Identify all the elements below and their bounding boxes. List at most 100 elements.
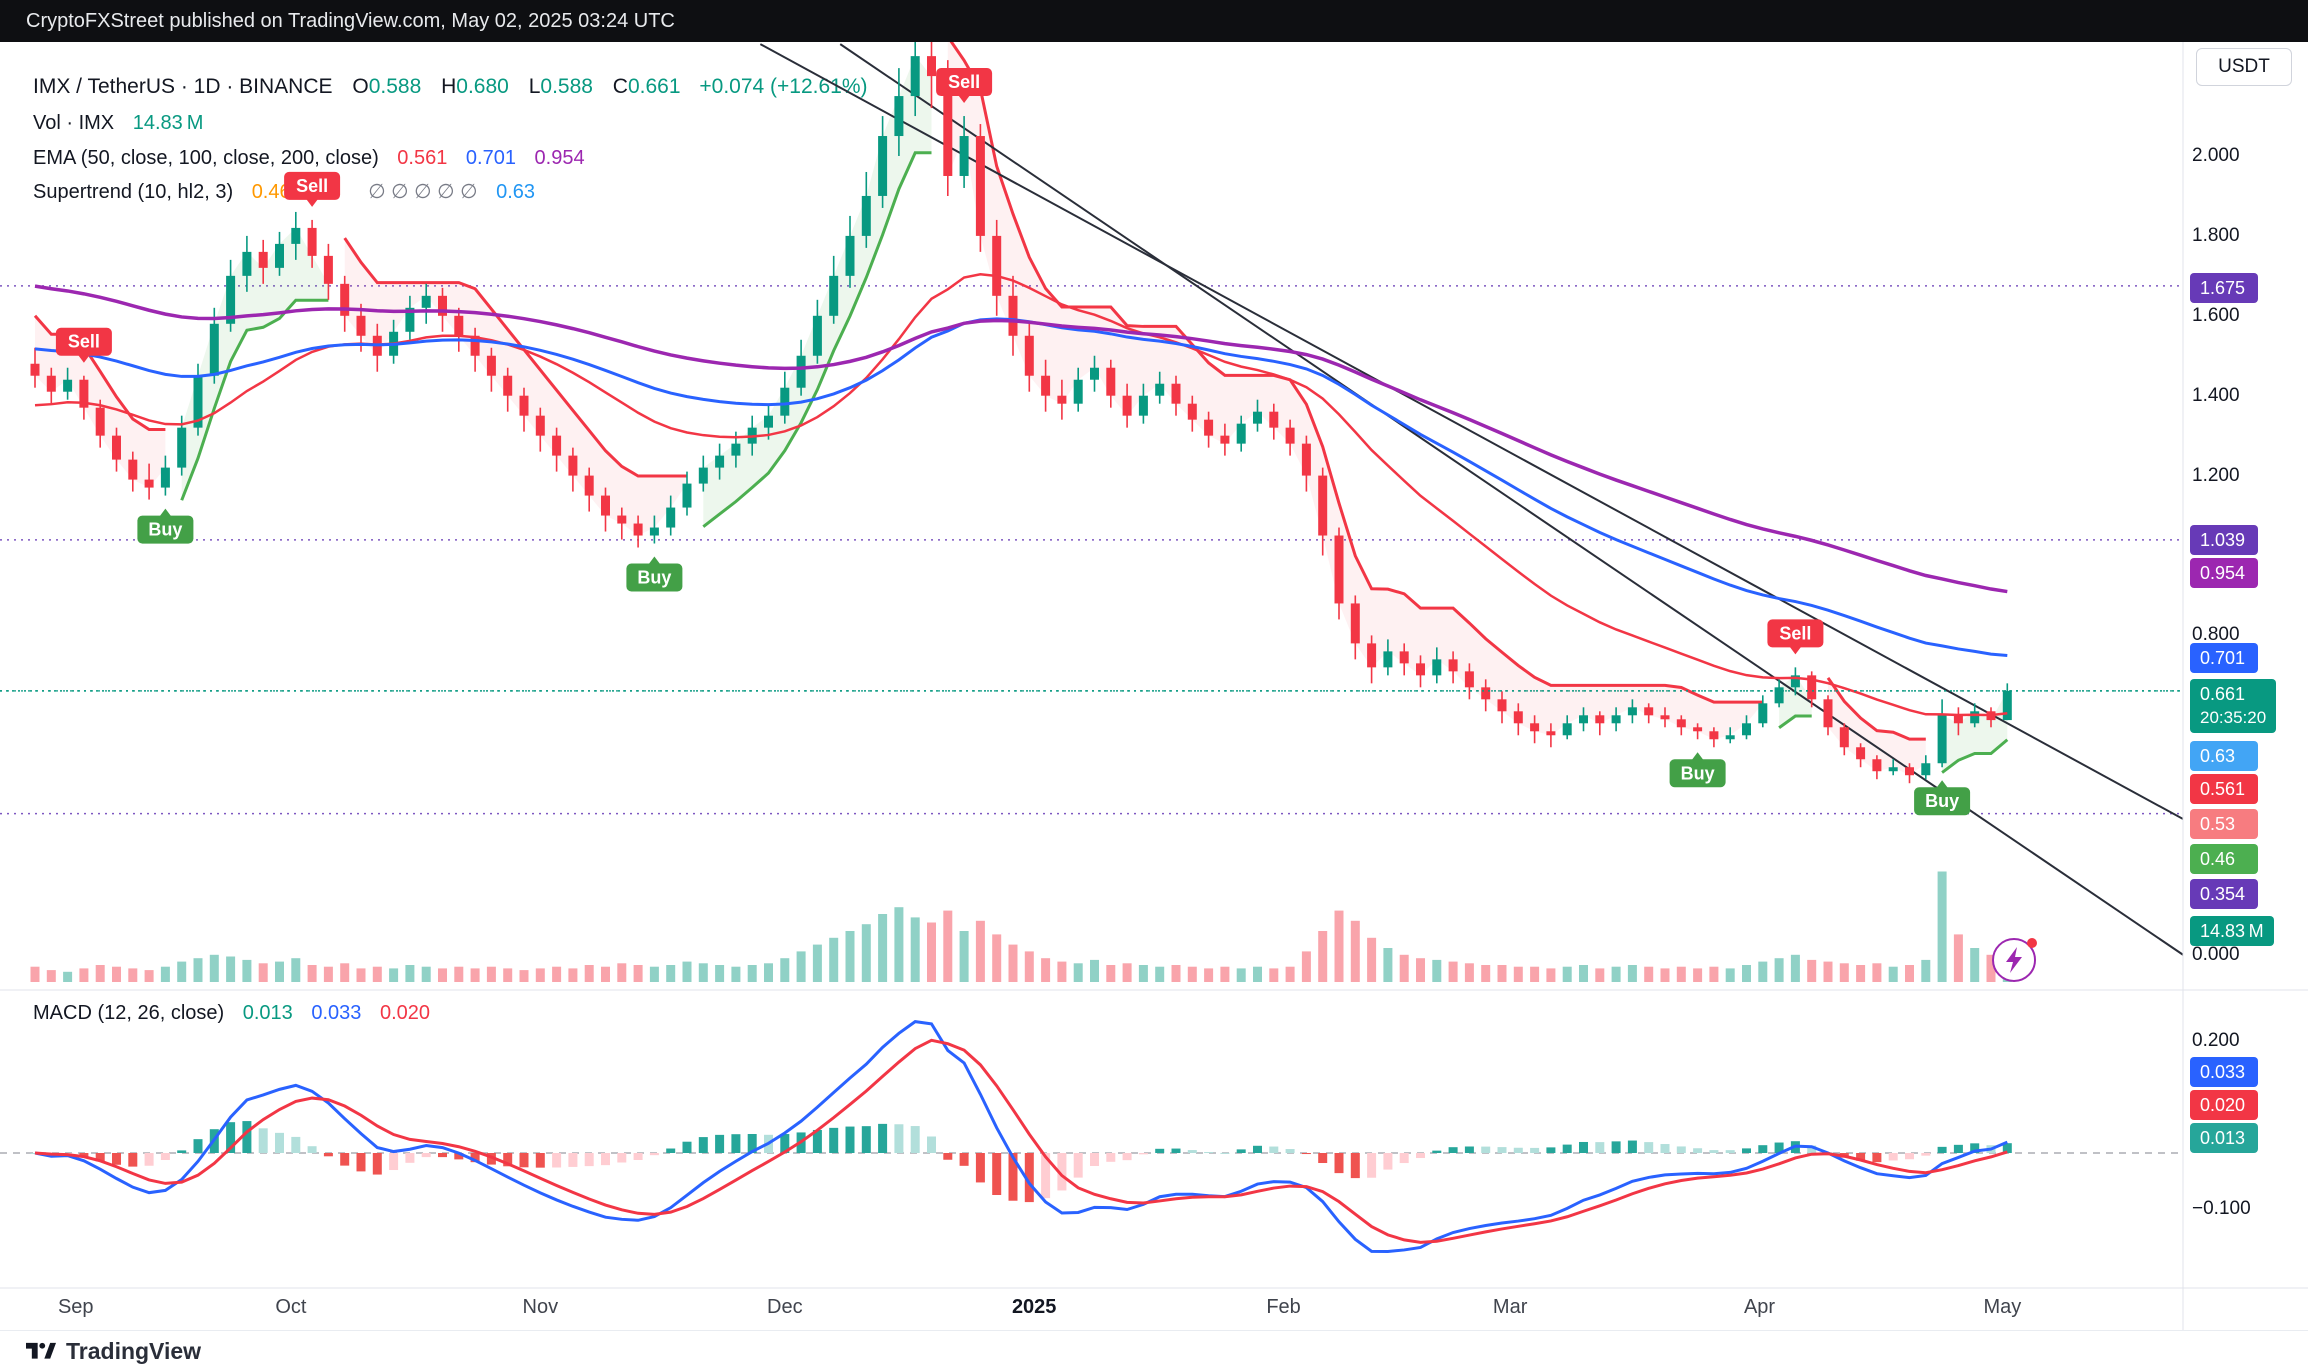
volume-bar (128, 968, 138, 982)
macd-legend-row[interactable]: MACD (12, 26, close) 0.013 0.033 0.020 (33, 1002, 430, 1025)
volume-bar (1921, 959, 1931, 982)
symbol-legend-row[interactable]: IMX / TetherUS · 1D · BINANCE O0.588 H0.… (33, 74, 868, 100)
volume-value: 14.83 M (132, 112, 204, 134)
trendline[interactable] (759, 43, 2183, 821)
change-value: +0.074 (+12.61%) (699, 75, 868, 98)
supertrend-line (343, 237, 687, 478)
volume-bar (747, 965, 757, 982)
candle-body (894, 96, 904, 137)
volume-bar (1546, 968, 1556, 982)
currency-unit-tab[interactable]: USDT (2196, 48, 2292, 86)
volume-bar (601, 966, 610, 982)
candle-body (519, 395, 529, 416)
volume-bar (160, 966, 170, 982)
macd-histogram-bar (177, 1150, 187, 1153)
volume-bar (829, 937, 839, 982)
candle-body (193, 375, 203, 428)
volume-bar (79, 968, 89, 982)
volume-bar (1905, 965, 1914, 982)
flash-button[interactable] (1992, 938, 2037, 982)
ema-line (34, 317, 2008, 658)
volume-bar (959, 931, 969, 982)
volume-bar (307, 965, 317, 982)
candle-body (438, 295, 447, 316)
candle-body (1823, 699, 1833, 728)
macd-histogram-bar (405, 1153, 415, 1163)
macd-histogram-bar (1416, 1153, 1425, 1159)
supertrend-fill (181, 227, 329, 501)
candle-body (764, 415, 773, 428)
volume-bar (193, 958, 203, 982)
supertrend-line (702, 151, 932, 528)
macd-line-value: 0.033 (311, 1002, 362, 1024)
macd-histogram-bar (698, 1137, 708, 1153)
macd-histogram-bar (535, 1153, 545, 1168)
candle-body (535, 415, 545, 436)
macd-histogram-bar (1595, 1142, 1605, 1153)
macd-histogram-bar (943, 1153, 953, 1160)
macd-histogram-bar (1073, 1153, 1083, 1178)
brand-name[interactable]: TradingView (66, 1338, 202, 1364)
time-axis[interactable]: Sep Oct Nov Dec 2025 Feb Mar Apr May (0, 1288, 2183, 1330)
macd-histogram-bar (1562, 1144, 1572, 1153)
price-badge: 0.63 (2190, 741, 2258, 771)
svg-text:Buy: Buy (1681, 763, 1715, 783)
candle-body (2002, 690, 2012, 721)
macd-histogram-bar (242, 1121, 252, 1153)
volume-bar (1106, 965, 1116, 982)
macd-histogram-bar (340, 1153, 350, 1166)
candle-body (992, 235, 1002, 296)
volume-bar (878, 914, 888, 982)
macd-histogram-bar (356, 1153, 366, 1172)
svg-text:Sell: Sell (296, 176, 328, 196)
volume-bar (1758, 961, 1768, 982)
scale-tick-label: 0.000 (2192, 944, 2240, 965)
candle-body (1807, 675, 1817, 700)
macd-histogram-bar (1725, 1150, 1735, 1153)
volume-bar (568, 968, 578, 982)
macd-histogram-bar (372, 1153, 382, 1175)
candle-body (1220, 435, 1230, 444)
candle-body (1562, 723, 1572, 736)
candle-body (1432, 659, 1442, 676)
macd-histogram-bar (1350, 1153, 1360, 1179)
price-scale[interactable]: USDT 2.000 1.800 1.600 1.400 1.200 0.800 0.000… (2183, 0, 2308, 1330)
candle-body (1464, 671, 1474, 688)
macd-histogram-bar (454, 1153, 464, 1160)
supertrend-value: 0.63 (496, 181, 536, 203)
time-tick-label: May (1983, 1296, 2022, 1318)
macd-histogram-bar (1220, 1152, 1230, 1154)
volume-bar (1611, 966, 1621, 982)
trendline[interactable] (839, 43, 2183, 956)
volume-legend-row[interactable]: Vol · IMX 14.83 M (33, 110, 203, 136)
macd-histogram-bar (193, 1139, 203, 1153)
macd-histogram-bar (1236, 1149, 1246, 1153)
ema-legend-row[interactable]: EMA (50, close, 100, close, 200, close) … (33, 145, 585, 171)
volume-bar (63, 971, 73, 982)
supertrend-legend-row[interactable]: Supertrend (10, hl2, 3) 0.46 ∅ ∅ ∅ ∅ ∅ 0… (33, 179, 535, 205)
candle-body (95, 407, 105, 436)
macd-histogram-bar (992, 1153, 1002, 1196)
macd-histogram-bar (486, 1153, 496, 1165)
price-badge: 0.701 (2190, 643, 2258, 673)
high-value: 0.680 (456, 75, 509, 98)
candle-body (1187, 403, 1197, 420)
volume-bar (1073, 963, 1083, 982)
macd-histogram-bar (1318, 1153, 1328, 1164)
candle-body (666, 507, 676, 528)
macd-histogram-bar (747, 1133, 757, 1153)
volume-bar (910, 917, 920, 982)
supertrend-empty-values: ∅ ∅ ∅ ∅ ∅ (368, 181, 478, 203)
volume-bar (1742, 965, 1751, 982)
svg-text:Buy: Buy (637, 568, 671, 588)
tradingview-logo-icon[interactable] (26, 1339, 56, 1365)
candle-body (1627, 707, 1637, 716)
candle-body (1530, 723, 1540, 732)
volume-bar (1269, 968, 1279, 982)
brand-bar: TradingView (0, 1330, 2308, 1372)
volume-bar (1464, 963, 1474, 982)
sell-marker: Sell (284, 171, 341, 207)
candle-body (1546, 731, 1556, 736)
